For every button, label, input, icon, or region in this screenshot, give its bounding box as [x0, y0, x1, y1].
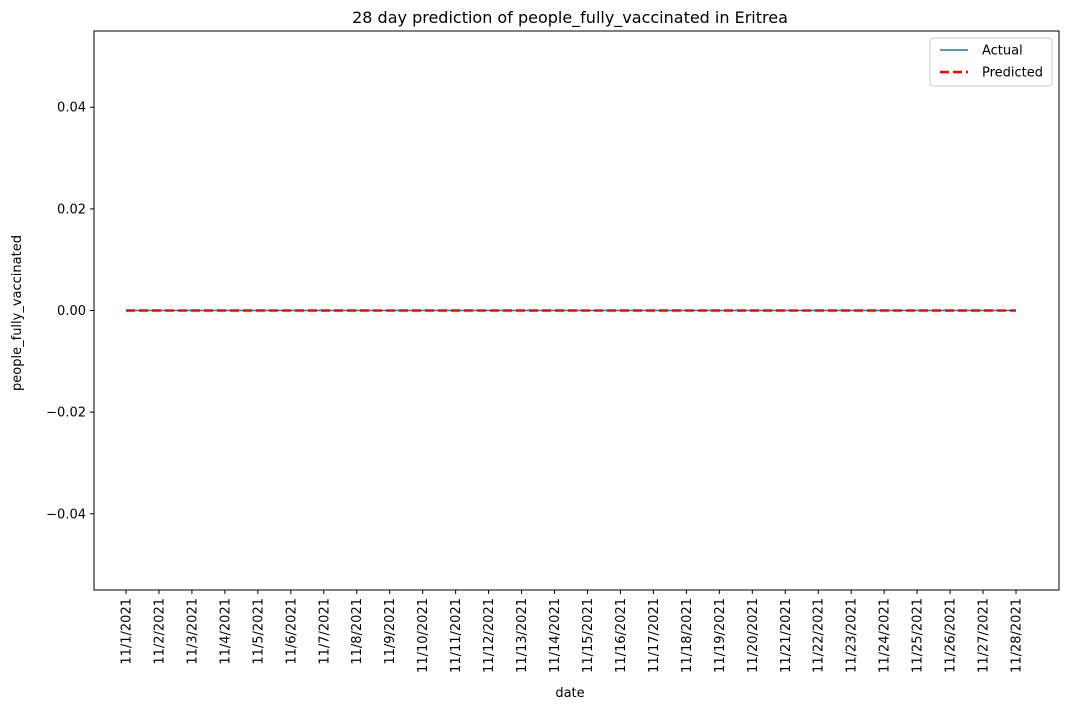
y-tick-label: −0.02	[46, 406, 86, 421]
x-tick-label: 11/27/2021	[977, 598, 992, 673]
y-tick-label: 0.00	[57, 304, 86, 319]
x-tick-label: 11/20/2021	[746, 598, 761, 673]
x-tick-label: 11/9/2021	[383, 598, 398, 665]
x-tick-label: 11/25/2021	[911, 598, 926, 673]
y-axis-label: people_fully_vaccinated	[10, 235, 25, 391]
x-tick-label: 11/1/2021	[120, 598, 135, 665]
x-tick-label: 11/2/2021	[152, 598, 167, 665]
legend-label: Predicted	[982, 66, 1043, 81]
x-tick-label: 11/10/2021	[416, 598, 431, 673]
legend: Actual Predicted	[929, 37, 1053, 87]
x-tick-label: 11/28/2021	[1010, 598, 1025, 673]
x-tick-label: 11/21/2021	[779, 598, 794, 673]
x-tick-label: 11/3/2021	[185, 598, 200, 665]
x-tick-label: 11/17/2021	[647, 598, 662, 673]
x-tick-label: 11/7/2021	[317, 598, 332, 665]
x-tick-label: 11/8/2021	[350, 598, 365, 665]
axis-ticks: 0.04 0.02 0.00 −0.02 −0.04 11/1/2021 11/2/2021…	[46, 101, 1024, 673]
x-tick-label: 11/13/2021	[515, 598, 530, 673]
x-tick-label: 11/14/2021	[548, 598, 563, 673]
x-tick-label: 11/12/2021	[482, 598, 497, 673]
x-tick-label: 11/24/2021	[878, 598, 893, 673]
chart-title: 28 day prediction of people_fully_vaccin…	[352, 8, 788, 28]
y-tick-label: 0.04	[57, 101, 86, 116]
y-tick-label: 0.02	[57, 202, 86, 217]
x-tick-label: 11/5/2021	[251, 598, 266, 665]
legend-label: Actual	[982, 44, 1023, 59]
x-tick-label: 11/23/2021	[845, 598, 860, 673]
y-tick-label: −0.04	[46, 507, 86, 522]
x-tick-label: 11/19/2021	[713, 598, 728, 673]
x-tick-label: 11/16/2021	[614, 598, 629, 673]
x-tick-label: 11/6/2021	[284, 598, 299, 665]
plot-frame	[93, 30, 1060, 591]
x-tick-label: 11/22/2021	[812, 598, 827, 673]
x-tick-label: 11/15/2021	[581, 598, 596, 673]
x-axis-label: date	[555, 686, 584, 701]
x-tick-label: 11/26/2021	[944, 598, 959, 673]
x-tick-label: 11/4/2021	[218, 598, 233, 665]
x-tick-label: 11/11/2021	[449, 598, 464, 673]
x-tick-label: 11/18/2021	[680, 598, 695, 673]
